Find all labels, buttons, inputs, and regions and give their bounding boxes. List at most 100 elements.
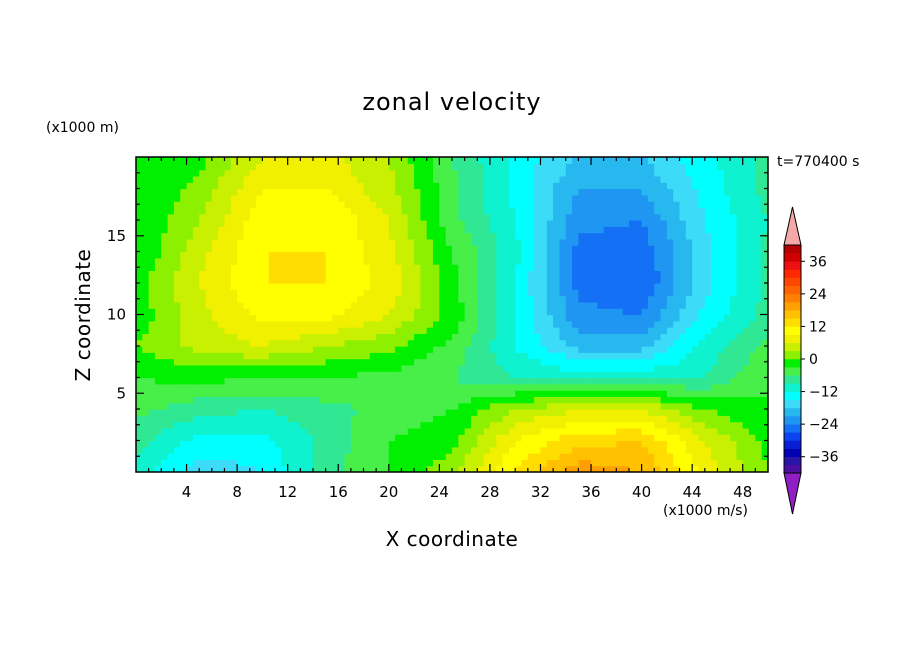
heatmap-cell xyxy=(559,245,567,253)
heatmap-cell xyxy=(496,453,504,460)
heatmap-cell xyxy=(369,194,377,202)
heatmap-cell xyxy=(673,402,681,410)
heatmap-cell xyxy=(616,220,624,227)
heatmap-cell xyxy=(148,245,156,253)
heatmap-cell xyxy=(464,383,472,391)
heatmap-cell xyxy=(319,358,327,366)
heatmap-cell xyxy=(534,352,542,360)
heatmap-cell xyxy=(660,314,668,322)
heatmap-cell xyxy=(382,257,390,265)
heatmap-cell xyxy=(344,220,352,227)
heatmap-cell xyxy=(268,383,276,391)
heatmap-cell xyxy=(458,446,466,454)
heatmap-cell xyxy=(388,175,396,183)
heatmap-cell xyxy=(584,169,592,177)
heatmap-cell xyxy=(249,409,257,416)
heatmap-cell xyxy=(319,377,327,385)
heatmap-cell xyxy=(546,213,554,221)
heatmap-cell xyxy=(654,371,662,379)
heatmap-cell xyxy=(167,207,175,215)
heatmap-cell xyxy=(262,157,270,164)
heatmap-cell xyxy=(496,289,504,297)
heatmap-cell xyxy=(287,264,295,271)
heatmap-cell xyxy=(749,465,756,472)
heatmap-cell xyxy=(401,352,409,360)
heatmap-cell xyxy=(477,320,485,328)
heatmap-cell xyxy=(483,283,491,290)
heatmap-cell xyxy=(331,327,339,334)
heatmap-cell xyxy=(534,220,542,227)
heatmap-cell xyxy=(407,188,415,196)
heatmap-cell xyxy=(717,459,725,467)
heatmap-cell xyxy=(742,327,750,334)
heatmap-cell xyxy=(698,207,706,215)
heatmap-cell xyxy=(363,308,371,316)
heatmap-cell xyxy=(230,276,238,284)
heatmap-cell xyxy=(142,377,150,385)
heatmap-cell xyxy=(508,421,516,429)
heatmap-cell xyxy=(205,194,213,202)
heatmap-cell xyxy=(243,465,251,472)
heatmap-cell xyxy=(167,320,175,328)
heatmap-cell xyxy=(199,346,207,353)
heatmap-cell xyxy=(199,220,207,227)
heatmap-cell xyxy=(559,465,567,472)
heatmap-cell xyxy=(647,409,655,416)
heatmap-cell xyxy=(136,346,143,353)
heatmap-cell xyxy=(628,251,636,259)
heatmap-cell xyxy=(243,402,251,410)
heatmap-cell xyxy=(369,308,377,316)
heatmap-cell xyxy=(546,295,554,303)
heatmap-cell xyxy=(363,314,371,322)
heatmap-cell xyxy=(173,453,181,460)
heatmap-cell xyxy=(635,251,643,259)
heatmap-cell xyxy=(698,201,706,208)
heatmap-cell xyxy=(597,333,605,341)
heatmap-cell xyxy=(515,427,523,435)
heatmap-cell xyxy=(306,314,314,322)
heatmap-cell xyxy=(262,289,270,297)
heatmap-cell xyxy=(224,194,232,202)
heatmap-cell xyxy=(237,465,245,472)
heatmap-cell xyxy=(622,220,630,227)
heatmap-cell xyxy=(597,364,605,372)
heatmap-cell xyxy=(692,434,700,442)
heatmap-cell xyxy=(647,283,655,290)
heatmap-cell xyxy=(319,409,327,416)
heatmap-cell xyxy=(300,402,308,410)
heatmap-cell xyxy=(470,346,478,353)
heatmap-cell xyxy=(591,182,598,190)
heatmap-cell xyxy=(369,232,377,240)
heatmap-cell xyxy=(338,264,346,271)
heatmap-cell xyxy=(660,346,668,353)
heatmap-cell xyxy=(445,257,453,265)
heatmap-cell xyxy=(173,333,181,341)
heatmap-cell xyxy=(603,446,611,454)
heatmap-cell xyxy=(344,232,352,240)
heatmap-cell xyxy=(363,213,371,221)
heatmap-cell xyxy=(376,207,384,215)
heatmap-cell xyxy=(414,440,421,448)
heatmap-cell xyxy=(363,371,371,379)
heatmap-cell xyxy=(357,465,365,472)
heatmap-cell xyxy=(616,415,624,423)
heatmap-cell xyxy=(540,226,548,234)
heatmap-cell xyxy=(673,301,681,309)
heatmap-cell xyxy=(704,446,712,454)
heatmap-cell xyxy=(414,238,421,246)
heatmap-cell xyxy=(414,339,421,347)
heatmap-cell xyxy=(395,465,403,472)
heatmap-cell xyxy=(654,377,662,385)
heatmap-cell xyxy=(243,434,251,442)
heatmap-cell xyxy=(382,169,390,177)
heatmap-cell xyxy=(502,352,510,360)
heatmap-cell xyxy=(464,358,472,366)
heatmap-cell xyxy=(420,188,428,196)
heatmap-cell xyxy=(243,371,251,379)
heatmap-cell xyxy=(660,427,668,435)
heatmap-cell xyxy=(420,446,428,454)
heatmap-cell xyxy=(730,440,737,448)
heatmap-cell xyxy=(622,396,630,404)
heatmap-cell xyxy=(698,346,706,353)
heatmap-cell xyxy=(584,201,592,208)
